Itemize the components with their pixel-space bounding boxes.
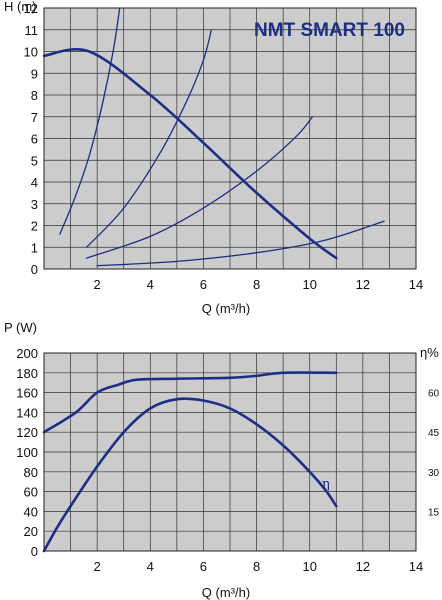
x-tick-label: 4 [147,559,154,574]
y-tick-label: 8 [31,88,38,103]
y-tick-label: 160 [16,386,38,401]
head-chart-series [42,7,385,267]
power-line [42,371,338,434]
efficiency-tick-label: 60 [428,389,440,400]
head-axis-label: H (m) [4,0,37,14]
pump-curve-line [42,48,338,260]
y-tick-label: 4 [31,175,38,190]
y-tick-label: 200 [16,346,38,361]
y-tick-label: 0 [31,262,38,277]
system-curve-line [59,7,121,235]
x-tick-label: 6 [200,277,207,292]
head-chart-grid [44,8,416,269]
y-tick-label: 40 [24,504,38,519]
efficiency-line [42,397,338,553]
y-tick-label: 2 [31,219,38,234]
efficiency-tick-label: 45 [428,428,440,439]
x-tick-label: 14 [409,559,423,574]
y-tick-label: 1 [31,240,38,255]
y-tick-label: 80 [24,465,38,480]
power-chart: 0 20 40 60 80 100 120 140 160 180 200 15 30 45 60 2 4 6… [4,320,440,600]
y-tick-label: 9 [31,66,38,81]
chart-title: NMT SMART 100 [254,20,405,41]
efficiency-curve-label: η [322,477,330,492]
x-tick-label: 8 [253,277,260,292]
power-chart-series [42,371,338,553]
x-tick-label: 6 [200,559,207,574]
system-curve-line [96,220,385,267]
x-tick-label: 2 [94,277,101,292]
power-chart-y-ticks: 0 20 40 60 80 100 120 140 160 180 200 [16,346,38,559]
y-tick-label: 7 [31,110,38,125]
x-tick-label: 12 [356,277,370,292]
y-tick-label: 5 [31,153,38,168]
y-tick-label: 180 [16,366,38,381]
efficiency-axis-label: η% [420,345,439,360]
y-tick-label: 60 [24,485,38,500]
x-tick-label: 2 [94,559,101,574]
x-tick-label: 12 [356,559,370,574]
y-tick-label: 11 [25,23,39,38]
y-tick-label: 10 [24,45,38,60]
x-tick-label: 14 [409,277,423,292]
efficiency-tick-label: 15 [428,507,440,518]
y-tick-label: 120 [16,425,38,440]
y-tick-label: 140 [16,405,38,420]
head-chart-x-ticks: 2 4 6 8 10 12 14 [94,277,424,292]
y-tick-label: 6 [31,132,38,147]
system-curve-line [85,116,314,259]
y-tick-label: 12 [24,1,38,16]
y-tick-label: 100 [16,445,38,460]
head-chart-frame [43,7,417,270]
x-tick-label: 10 [302,559,316,574]
efficiency-tick-label: 30 [428,468,440,479]
x-tick-label: 4 [147,277,154,292]
system-curve-line [85,29,213,248]
x-tick-label: 10 [302,277,316,292]
power-chart-grid [44,353,416,551]
y-tick-label: 20 [24,524,38,539]
power-chart-frame [43,352,417,552]
power-chart-x-axis-label: Q (m³/h) [202,585,250,600]
head-chart-x-axis-label: Q (m³/h) [202,301,250,316]
x-tick-label: 8 [253,559,260,574]
y-tick-label: 0 [31,544,38,559]
efficiency-y-ticks: 15 30 45 60 [428,389,440,519]
power-chart-x-ticks: 2 4 6 8 10 12 14 [94,559,424,574]
y-tick-label: 3 [31,197,38,212]
power-axis-label: P (W) [4,320,37,335]
